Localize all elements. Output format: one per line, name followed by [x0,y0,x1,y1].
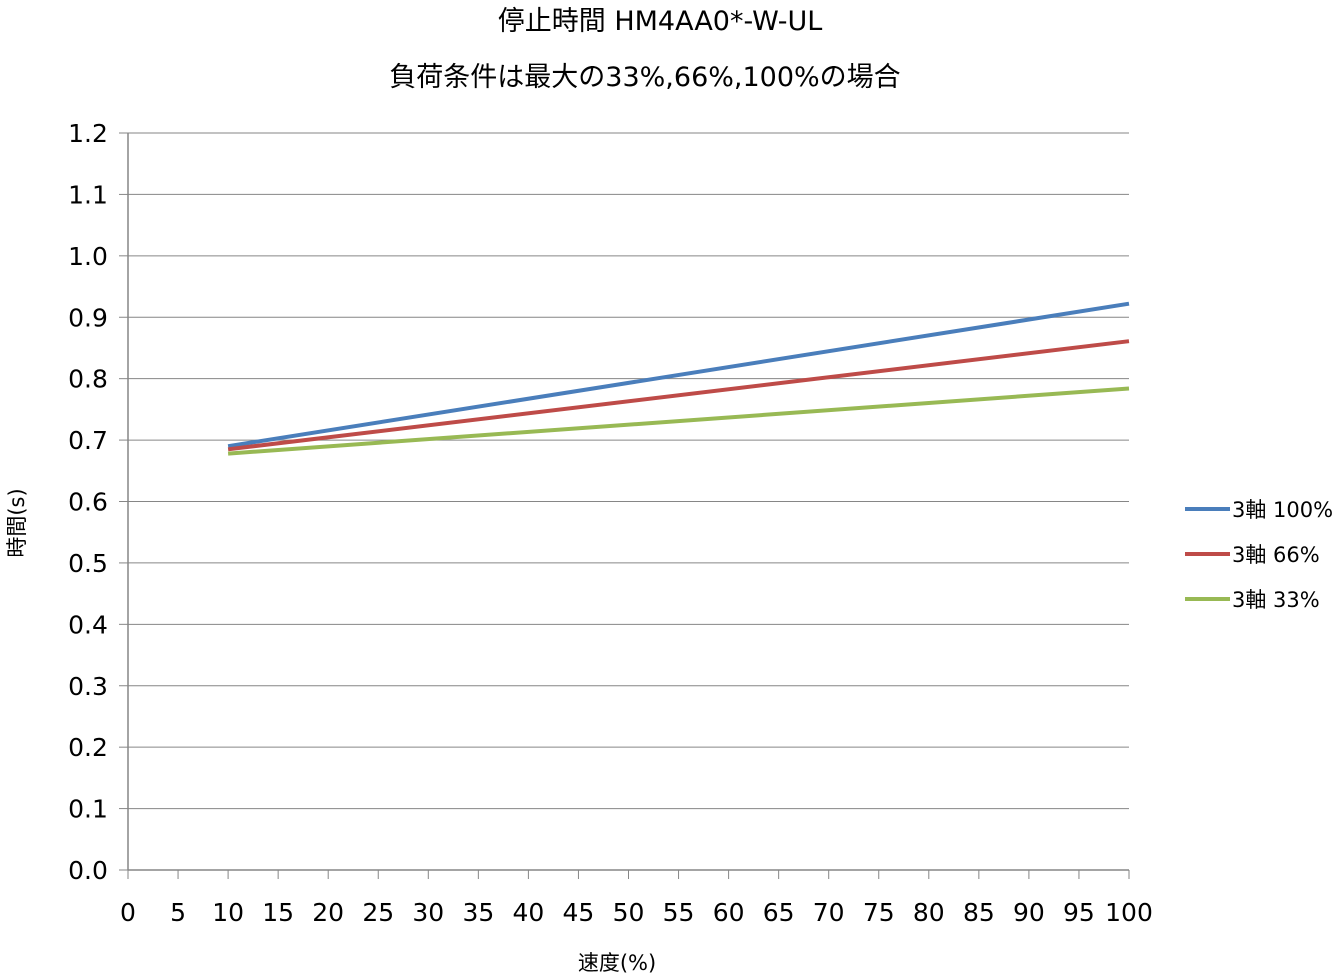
y-tick-labels: 0.0 0.1 0.2 0.3 0.4 0.5 0.6 0.7 0.8 0.9 1.0 1.1 1.2 [68,119,108,885]
x-tick-label: 45 [563,898,595,927]
y-tick-label: 0.1 [68,795,108,824]
y-tick-label: 1.2 [68,119,108,148]
x-tick-label: 80 [913,898,945,927]
legend-label-3: 3軸 33% [1232,588,1320,612]
axes [119,132,1130,879]
y-tick-label: 0.2 [68,733,108,762]
y-tick-label: 0.5 [68,549,108,578]
x-tick-label: 70 [813,898,845,927]
x-tick-label: 5 [170,898,186,927]
y-tick-label: 1.1 [68,180,108,209]
gridlines [128,132,1129,810]
series-lines [227,301,1130,456]
x-tick-label: 40 [512,898,544,927]
y-tick-label: 0.8 [68,365,108,394]
chart-title: 停止時間 HM4AA0*-W-UL [498,6,823,37]
x-tick-label: 60 [713,898,745,927]
y-tick-label: 0.7 [68,426,108,455]
x-tick-label: 95 [1063,898,1095,927]
series-line-1 [227,301,1130,449]
y-tick-label: 0.9 [68,303,108,332]
x-tick-labels: 0 5 10 15 20 25 30 35 40 45 50 55 60 65 70 75 80 85 90 95 10… [120,898,1153,927]
x-tick-label: 50 [613,898,645,927]
y-tick-label: 1.0 [68,242,108,271]
x-tick-label: 65 [763,898,795,927]
x-tick-label: 90 [1013,898,1045,927]
legend-label-2: 3軸 66% [1232,543,1320,567]
x-tick-label: 10 [212,898,244,927]
x-tick-label: 55 [663,898,695,927]
y-axis-title: 時間(s) [5,488,29,557]
legend-label-1: 3軸 100% [1232,498,1333,522]
x-tick-label: 20 [312,898,344,927]
x-tick-label: 35 [462,898,494,927]
y-tick-label: 0.6 [68,488,108,517]
x-tick-label: 15 [262,898,294,927]
y-tick-label: 0.0 [68,856,108,885]
x-tick-label: 30 [412,898,444,927]
x-tick-label: 100 [1105,898,1153,927]
series-line-3 [227,386,1130,456]
chart-subtitle: 負荷条件は最大の33%,66%,100%の場合 [389,62,900,93]
x-axis-title: 速度(%) [578,951,656,975]
x-tick-label: 25 [362,898,394,927]
x-tick-label: 75 [863,898,895,927]
x-tick-label: 85 [963,898,995,927]
y-tick-label: 0.3 [68,672,108,701]
y-tick-label: 0.4 [68,610,108,639]
series-line-2 [227,339,1130,452]
x-tick-label: 0 [120,898,136,927]
legend: 3軸 100% 3軸 66% 3軸 33% [1185,498,1333,612]
